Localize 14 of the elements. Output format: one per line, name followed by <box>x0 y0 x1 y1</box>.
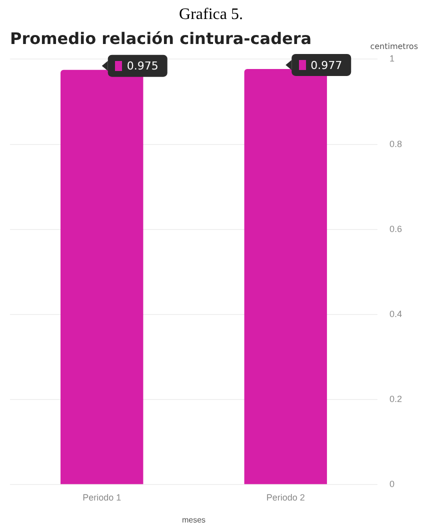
x-axis-title: meses <box>182 515 206 524</box>
y-tick-label: 0.6 <box>389 224 402 234</box>
y-tick-label: 0.8 <box>389 138 402 149</box>
x-tick-label: Periodo 1 <box>82 492 122 502</box>
x-tick-label: Periodo 2 <box>266 492 305 502</box>
chart-title: Promedio relación cintura-cadera <box>10 28 312 48</box>
y-tick-label: 1 <box>389 54 395 64</box>
text: Grafica 5. <box>178 5 244 25</box>
y-axis-title: centimetros <box>370 42 418 52</box>
y-tick-label: 0.2 <box>389 394 402 404</box>
data-label: 0.975 <box>126 60 158 73</box>
y-tick-label: 0.4 <box>389 308 402 319</box>
y-tick-label: 0 <box>389 479 395 490</box>
data-label: 0.977 <box>310 58 342 72</box>
